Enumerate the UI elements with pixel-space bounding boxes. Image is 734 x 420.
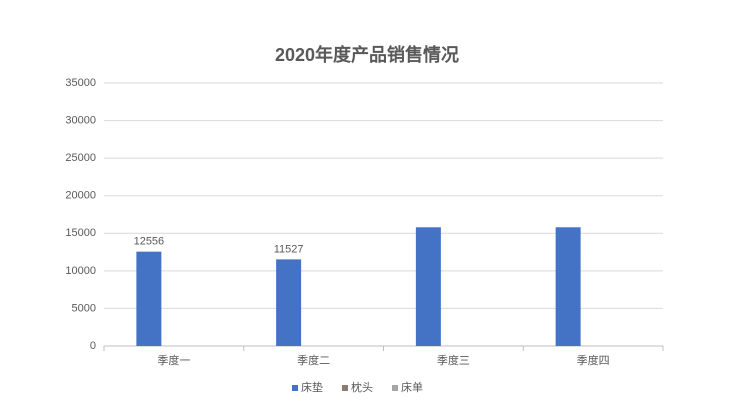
legend-label: 床垫 xyxy=(301,380,323,394)
x-tick-label: 季度三 xyxy=(437,353,470,367)
y-tick-label: 25000 xyxy=(65,152,96,164)
legend-marker xyxy=(342,385,348,391)
data-label: 11527 xyxy=(274,243,304,255)
chart-title: 2020年度产品销售情况 xyxy=(275,44,459,65)
data-label: 12556 xyxy=(134,236,165,248)
y-tick-label: 30000 xyxy=(65,114,96,126)
legend-label: 枕头 xyxy=(351,380,373,394)
y-tick-label: 5000 xyxy=(72,302,96,314)
y-tick-label: 20000 xyxy=(65,190,96,202)
legend-label: 床单 xyxy=(401,380,423,394)
y-tick-label: 0 xyxy=(90,340,96,352)
bar xyxy=(136,251,162,346)
legend-marker xyxy=(292,385,298,391)
bar xyxy=(415,227,441,346)
y-tick-label: 10000 xyxy=(65,265,96,277)
x-tick-label: 季度四 xyxy=(577,353,610,367)
legend-marker xyxy=(392,385,398,391)
y-tick-label: 35000 xyxy=(65,77,96,89)
y-tick-label: 15000 xyxy=(65,227,96,239)
bar xyxy=(276,259,302,346)
x-tick-label: 季度二 xyxy=(297,353,330,367)
x-tick-label: 季度一 xyxy=(157,353,190,367)
bar xyxy=(555,227,581,346)
